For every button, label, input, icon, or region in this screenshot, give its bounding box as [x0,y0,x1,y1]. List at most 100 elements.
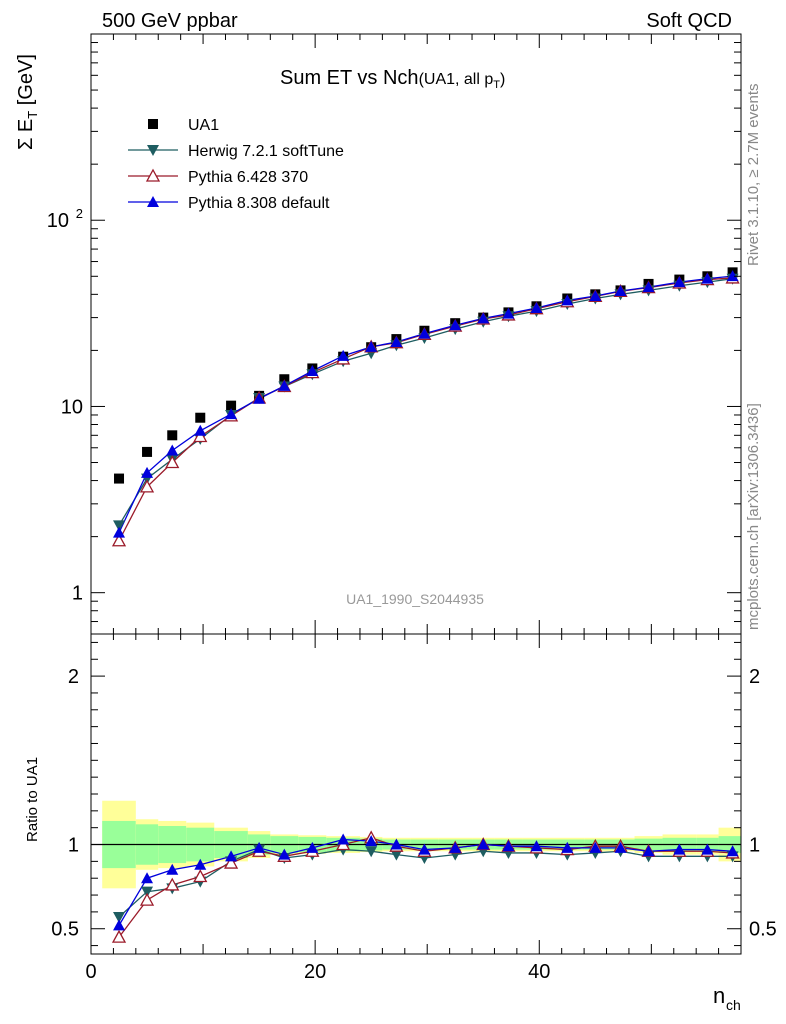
ratio-ytick-label-left: 0.5 [51,919,79,941]
header-left-title: 500 GeV ppbar [102,10,238,32]
ua1-legend-marker [148,119,158,129]
header-right-title: Soft QCD [646,10,732,32]
pythia-8-308-default-legend-marker [147,196,159,207]
main-ytick-label: 10 [47,210,69,232]
pythia-8-308-default-point [306,365,319,377]
ua1-point [114,473,125,484]
herwig-7-2-1-softtune-ratio-point [113,911,126,923]
pythia-8-308-default-point [337,349,350,361]
pythia-8-308-default-point [673,276,686,288]
herwig-7-2-1-softtune-legend-label: Herwig 7.2.1 softTune [188,143,344,160]
pythia-8-308-default-ratio-point [306,841,319,853]
pythia-8-308-default-point [141,466,154,478]
xtick-label: 20 [304,961,326,983]
ratio-ytick-label-left: 2 [68,666,79,688]
y-axis-label-unit: [GeV] [15,54,37,111]
ratio-ytick-label-right: 0.5 [749,919,777,941]
pythia-6-428-370-legend-marker [145,168,161,182]
ua1-point [142,446,153,457]
pythia-8-308-default-ratio-point [390,838,403,850]
chart-title-main: Sum ET vs Nch [280,67,419,89]
ua1-point [226,400,237,411]
herwig-7-2-1-softtune-ratio-point [365,846,378,858]
pythia-8-308-default-point [642,281,655,293]
herwig-7-2-1-softtune-point [113,520,126,532]
series-markers [111,267,740,943]
pythia-8-308-default-ratio-point [701,843,714,855]
pythia-8-308-default-point [530,301,543,313]
axis-ticks [90,33,742,954]
chart-title-subscript: T [493,79,500,91]
pythia-8-308-default-ratio-point [477,838,490,850]
y-axis-label-subscript: T [25,111,40,119]
herwig-7-2-1-softtune-main-line [118,278,733,526]
ratio-ytick-label-right: 2 [749,666,760,688]
pythia-8-308-default-point [113,526,126,538]
pythia-8-308-default-legend-label: Pythia 8.308 default [188,195,330,212]
ratio-ytick-label-left: 1 [68,835,79,857]
ua1-point [167,430,178,441]
chart-title-close: ) [500,71,505,88]
pythia-8-308-default-point [225,408,238,420]
pythia-8-308-default-point [194,424,207,436]
pythia-8-308-default-ratio-point [642,845,655,857]
x-axis-label-subscript: ch [726,997,741,1013]
herwig-7-2-1-softtune-legend-marker [147,145,159,156]
pythia-8-308-default-main-line [118,275,733,533]
pythia-8-308-default-point [589,289,602,301]
pythia-8-308-default-point [418,327,431,339]
pythia-8-308-default-ratio-point [225,850,238,862]
pythia-8-308-default-ratio-point [253,841,266,853]
xtick-label: 0 [85,961,96,983]
pythia-8-308-default-ratio-point [141,872,154,884]
pythia-8-308-default-ratio-point [502,840,515,852]
pythia-6-428-370-point [139,479,155,493]
pythia-8-308-default-point [390,335,403,347]
herwig-7-2-1-softtune-ratio-point [390,849,403,861]
pythia-8-308-default-point [477,312,490,324]
pythia-6-428-370-point [193,429,208,443]
main-ytick-label-exponent: 2 [76,206,83,221]
legend: UA1 Herwig 7.2.1 softTune Pythia 6.428 370… [128,117,344,212]
pythia-6-428-370-ratio-point [139,892,155,906]
chart-title-suffix: (UA1, all p [419,71,494,88]
pythia-8-308-default-ratio-point [365,835,378,847]
pythia-8-308-default-ratio-point [194,858,207,870]
xtick-label: 40 [528,961,550,983]
pythia-8-308-default-ratio-point [418,843,431,855]
pythia-6-428-370-main-line [118,277,733,542]
pythia-8-308-default-point [449,319,462,331]
pythia-8-308-default-ratio-point [337,833,350,845]
pythia-8-308-default-ratio-point [673,843,686,855]
pythia-8-308-default-ratio-point [113,919,126,931]
pythia-6-428-370-ratio-point [193,869,208,883]
pythia-8-308-default-point [502,307,515,319]
herwig-7-2-1-softtune-ratio-point [141,886,154,898]
pythia-8-308-default-point [561,294,574,306]
pythia-6-428-370-point [165,455,180,469]
pythia-8-308-default-ratio-point [614,841,627,853]
ua1-legend-label: UA1 [188,117,219,134]
chart-title: Sum ET vs Nch(UA1, all pT) [280,67,505,91]
pythia-8-308-default-point [701,272,714,284]
main-ytick-label: 10 [61,396,83,418]
ua1-point [195,412,206,423]
pythia-8-308-default-ratio-point [278,848,291,860]
pythia-6-428-370-point [111,533,127,547]
pythia-8-308-default-ratio-point [449,841,462,853]
pythia-8-308-default-point [166,444,179,456]
pythia-8-308-default-ratio-point [589,841,602,853]
y-axis-label-ratio: Ratio to UA1 [24,757,41,842]
pythia-8-308-default-point [253,392,266,404]
main-ytick-label: 1 [72,583,83,605]
pythia-6-428-370-ratio-point [111,929,127,943]
ratio-ytick-label-right: 1 [749,835,760,857]
ratio-plot-frame [90,633,742,955]
pythia-8-308-default-point [365,340,378,352]
pythia-8-308-default-ratio-point [166,863,179,875]
x-axis-label: n [713,983,725,1008]
pythia-6-428-370-legend-label: Pythia 6.428 370 [188,169,308,186]
y-axis-label-main: Σ ET [GeV] [15,54,40,150]
